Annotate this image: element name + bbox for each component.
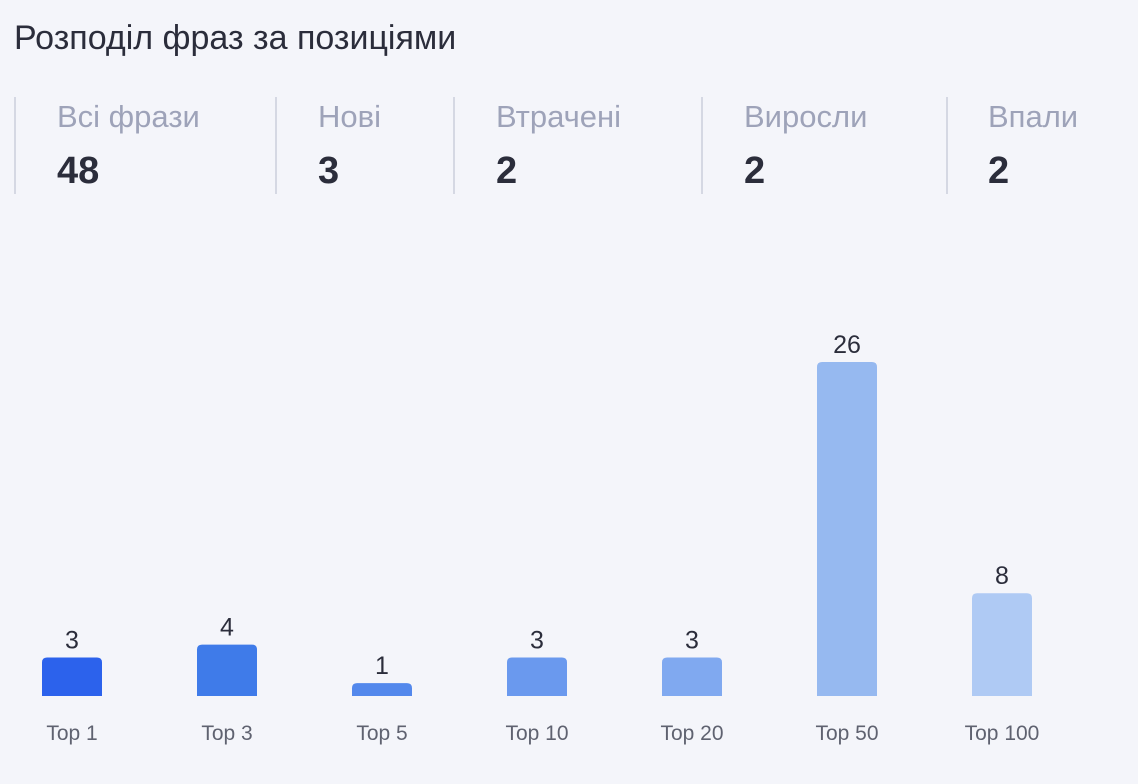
stat-value: 3	[318, 150, 340, 192]
bar-value-label: 1	[375, 652, 389, 680]
x-tick-label: Top 20	[660, 722, 723, 745]
bar[interactable]	[662, 657, 722, 696]
stat-label: Втрачені	[496, 99, 622, 134]
bar-value-label: 3	[685, 626, 699, 654]
bar-value-label: 3	[530, 626, 544, 654]
stat-fell: Впали 2	[946, 97, 1124, 194]
x-tick-label: Top 3	[201, 722, 252, 745]
x-tick-label: Top 100	[965, 722, 1040, 745]
stat-grew: Виросли 2	[701, 97, 946, 194]
bar[interactable]	[42, 657, 102, 696]
bar[interactable]	[507, 657, 567, 696]
x-tick-label: Top 1	[46, 722, 97, 745]
bar-group: 3 Top 10	[505, 626, 568, 745]
stat-value: 48	[57, 150, 100, 192]
bar-chart: 3 Top 1 4 Top 3 1 Top 5 3 Top 10 3 Top 20 26 Top 50…	[42, 331, 1040, 745]
bar[interactable]	[197, 644, 257, 696]
bar-group: 3 Top 20	[660, 626, 723, 745]
stat-value: 2	[744, 150, 766, 192]
stat-lost: Втрачені 2	[453, 97, 701, 194]
page-title: Розподіл фраз за позиціями	[14, 19, 457, 57]
x-tick-label: Top 5	[356, 722, 407, 745]
bar-group: 8 Top 100	[965, 562, 1040, 745]
stat-value: 2	[988, 150, 1010, 192]
stat-all-phrases: Всі фрази 48	[14, 97, 276, 194]
x-tick-label: Top 50	[815, 722, 878, 745]
stat-label: Виросли	[744, 99, 868, 134]
x-tick-label: Top 10	[505, 722, 568, 745]
bar-value-label: 3	[65, 626, 79, 654]
bar[interactable]	[817, 362, 877, 696]
bar-group: 1 Top 5	[352, 652, 412, 745]
stat-value: 2	[496, 150, 518, 192]
stat-new: Нові 3	[275, 97, 453, 194]
bar-value-label: 4	[220, 614, 234, 642]
stat-label: Всі фрази	[57, 99, 200, 134]
bar[interactable]	[352, 683, 412, 696]
bar-group: 3 Top 1	[42, 626, 102, 745]
bar-group: 26 Top 50	[815, 331, 878, 745]
stat-label: Впали	[988, 99, 1079, 134]
bar-value-label: 8	[995, 562, 1009, 590]
bar-group: 4 Top 3	[197, 614, 257, 745]
bar[interactable]	[972, 593, 1032, 696]
stat-label: Нові	[318, 99, 381, 134]
stats-row: Всі фрази 48 Нові 3 Втрачені 2 Виросли 2…	[14, 97, 1124, 194]
bar-value-label: 26	[833, 331, 861, 359]
